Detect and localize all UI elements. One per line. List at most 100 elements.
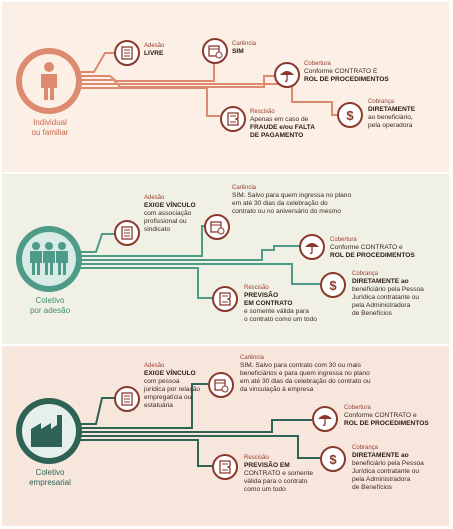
adesao-label: Adesão EXIGE VÍNCULO com pessoa jurídica po… xyxy=(144,362,200,410)
item-heading: Cobrança xyxy=(352,271,379,277)
cobertura-icon-circle xyxy=(299,234,325,260)
item-heading: Cobertura xyxy=(344,405,371,411)
item-line: da vinculação à empresa xyxy=(240,386,314,393)
svg-text:$: $ xyxy=(329,452,337,467)
item-heading: Carência xyxy=(232,185,257,191)
hub-inner xyxy=(22,54,76,108)
carencia-icon-circle xyxy=(208,372,234,398)
item-line: beneficiários e para quem ingressa no pl… xyxy=(240,370,370,377)
factory-icon xyxy=(31,415,62,447)
item-line: Jurídica contratante ou xyxy=(352,468,420,475)
cobertura-icon-circle xyxy=(312,406,338,432)
adesao-icon-circle xyxy=(114,40,140,66)
item-line: pela Administradora xyxy=(352,476,411,483)
hub-ring xyxy=(16,226,82,292)
item-line: EM CONTRATO xyxy=(244,300,293,307)
category-label: Individual ou familiar xyxy=(31,118,69,137)
item-line: Conforme CONTRATO e xyxy=(344,412,417,419)
item-heading: Adesão xyxy=(144,195,165,201)
rescisao-icon-circle xyxy=(220,106,246,132)
document-icon xyxy=(121,226,133,240)
item-line: Jurídica contratante ou xyxy=(352,294,420,301)
cobranca-label: Cobrança DIRETAMENTE ao beneficiário pela … xyxy=(352,444,424,492)
cobranca-icon-circle: $ xyxy=(320,446,346,472)
carencia-label: Carência SIM. Salvo para contrato com 30 … xyxy=(240,354,371,394)
item-line: DIRETAMENTE ao xyxy=(352,452,409,459)
carencia-icon-circle xyxy=(202,38,228,64)
item-line: EXIGE VÍNCULO xyxy=(144,370,196,377)
category-label: Coletivo por adesão xyxy=(29,296,71,315)
item-line: empregatícia ou xyxy=(144,394,192,401)
calendar-clock-icon xyxy=(210,221,225,235)
umbrella-icon xyxy=(280,71,294,82)
item-heading: Cobertura xyxy=(304,61,331,67)
carencia-label: Carência SIM xyxy=(232,40,256,56)
calendar-clock-icon xyxy=(208,45,223,59)
svg-text:$: $ xyxy=(329,278,337,293)
adesao-label: Adesão EXIGE VÍNCULO com associação profiss… xyxy=(144,194,196,234)
torn-document-icon xyxy=(219,460,231,474)
adesao-label: Adesão LIVRE xyxy=(144,42,164,58)
calendar-clock-icon xyxy=(214,379,229,393)
item-line: beneficiário pela Pessoa xyxy=(352,460,424,467)
adesao-icon-circle xyxy=(114,386,140,412)
item-line: com associação xyxy=(144,210,192,217)
item-line: FRAUDE e/ou FALTA xyxy=(250,124,315,131)
item-line: sindicato xyxy=(144,226,171,233)
rescisao-label: Rescisão PREVISÃO EM CONTRATO e somente vál… xyxy=(244,284,317,324)
item-line: SIM. Salvo para quem ingressa no plano xyxy=(232,192,352,199)
section-coletivo-empresarial: Coletivo empresarial Adesão EXIGE VÍNCULO c… xyxy=(2,346,449,526)
carencia-label: Carência SIM. Salvo para quem ingressa no… xyxy=(232,184,351,216)
item-line: beneficiário pela Pessoa xyxy=(352,286,424,293)
item-line: contrato ou no aniversário do mesmo xyxy=(232,208,341,215)
item-heading: Adesão xyxy=(144,363,165,369)
dollar-icon: $ xyxy=(329,278,337,293)
item-line: LIVRE xyxy=(144,50,164,57)
item-heading: Carência xyxy=(240,355,265,361)
svg-text:$: $ xyxy=(346,108,354,123)
torn-document-icon xyxy=(227,112,239,126)
carencia-icon-circle xyxy=(204,214,230,240)
document-icon xyxy=(121,46,133,60)
hub-ring xyxy=(16,398,82,464)
item-heading: Adesão xyxy=(144,43,165,49)
cobertura-label: Cobertura Conforme CONTRATO e ROL DE PROCE… xyxy=(330,236,415,260)
item-line: EXIGE VÍNCULO xyxy=(144,202,196,209)
hub-inner xyxy=(22,404,76,458)
hub-ring xyxy=(16,48,82,114)
item-heading: Cobrança xyxy=(352,445,379,451)
item-line: PREVISÃO xyxy=(244,292,279,299)
adesao-icon-circle xyxy=(114,220,140,246)
umbrella-icon xyxy=(305,243,319,254)
rescisao-label: Rescisão PREVISÃO EM CONTRATO e somente vál… xyxy=(244,454,313,494)
rescisao-icon-circle xyxy=(212,286,238,312)
cobertura-label: Cobertura Conforme CONTRATO e ROL DE PROCE… xyxy=(344,404,429,428)
item-heading: Cobrança xyxy=(368,99,395,105)
item-line: PREVISÃO EM xyxy=(244,462,290,469)
category-label: Coletivo empresarial xyxy=(29,468,71,487)
torn-document-icon xyxy=(219,292,231,306)
item-heading: Rescisão xyxy=(244,285,269,291)
item-line: de Benefícios xyxy=(352,484,392,491)
section-coletivo-adesao: Coletivo por adesão Adesão EXIGE VÍNCULO co… xyxy=(2,174,449,344)
item-line: em até 30 dias da celebração do contrato… xyxy=(240,378,371,385)
item-line: pela operadora xyxy=(368,122,413,129)
item-line: DIRETAMENTE ao xyxy=(352,278,409,285)
item-line: CONTRATO e somente xyxy=(244,470,314,477)
item-line: SIM xyxy=(232,48,244,55)
umbrella-icon xyxy=(318,415,332,426)
item-line: DIRETAMENTE xyxy=(368,106,416,113)
cobertura-label: Cobertura Conforme CONTRATO E ROL DE PROCE… xyxy=(304,60,389,84)
item-line: pela Administradora xyxy=(352,302,411,309)
dollar-icon: $ xyxy=(329,452,337,467)
item-line: ROL DE PROCEDIMENTOS xyxy=(330,252,415,259)
item-line: como um todo xyxy=(244,486,286,493)
cobranca-label: Cobrança DIRETAMENTE ao beneficiário, pela … xyxy=(368,98,415,130)
item-line: com pessoa xyxy=(144,378,180,385)
hub-inner xyxy=(22,232,76,286)
dollar-icon: $ xyxy=(346,108,354,123)
cobertura-icon-circle xyxy=(274,62,300,88)
item-line: Conforme CONTRATO E xyxy=(304,68,378,75)
item-line: de Benefícios xyxy=(352,310,392,317)
item-line: Conforme CONTRATO e xyxy=(330,244,403,251)
